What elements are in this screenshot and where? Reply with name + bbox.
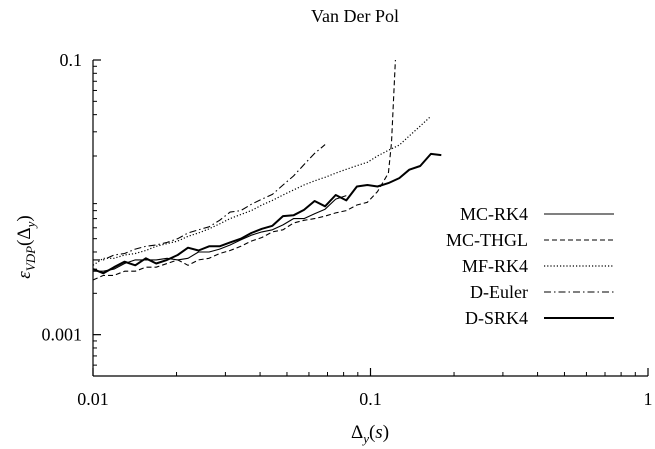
x-tick-label: 0.01 [77,389,109,409]
legend-label-d-euler: D-Euler [470,282,528,302]
y-axis-label: εVDP(Δy) [14,215,38,278]
x-tick-label: 0.1 [359,389,382,409]
series-lines [93,59,442,281]
y-tick-label: 0.001 [42,325,83,345]
series-line-mc-thgl [93,59,396,281]
legend-label-d-srk4: D-SRK4 [465,308,528,328]
series-line-mc-rk4 [93,195,347,272]
x-tick-label: 1 [644,389,653,409]
legend: MC-RK4 MC-THGL MF-RK4 D-Euler D-SRK4 [446,204,614,328]
series-line-d-euler [93,144,326,261]
x-axis-label: Δy(s) [351,422,389,446]
axes [92,59,649,377]
legend-label-mc-rk4: MC-RK4 [460,204,528,224]
chart-title: Van Der Pol [311,6,399,26]
legend-label-mf-rk4: MF-RK4 [462,256,528,276]
series-line-mf-rk4 [93,115,432,266]
tick-labels: 0.01 0.1 1 0.001 0.1 [42,50,653,409]
y-tick-label: 0.1 [60,50,83,70]
legend-label-mc-thgl: MC-THGL [446,230,528,250]
series-line-d-srk4 [93,152,442,275]
